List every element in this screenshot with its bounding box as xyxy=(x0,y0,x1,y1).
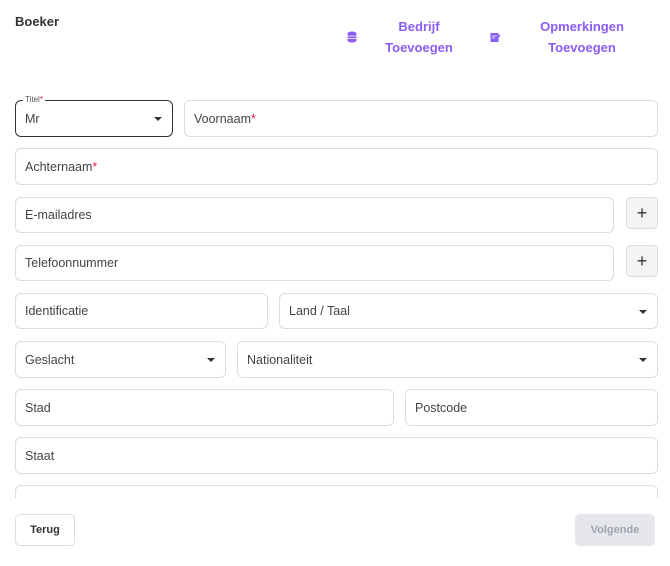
add-company-line2: Toevoegen xyxy=(385,40,453,55)
identification-input[interactable]: Identificatie xyxy=(15,293,268,329)
last-name-input[interactable]: Achternaam * xyxy=(15,148,658,185)
caret-down-icon xyxy=(639,358,647,362)
caret-down-icon xyxy=(154,117,162,121)
city-input[interactable]: Stad xyxy=(15,389,394,426)
plus-icon: + xyxy=(636,250,648,271)
edit-note-icon xyxy=(490,32,501,42)
state-input[interactable]: Staat xyxy=(15,437,658,474)
page-title: Boeker xyxy=(15,14,60,29)
add-remarks-button[interactable]: Opmerkingen Toevoegen xyxy=(490,16,629,58)
plus-icon: + xyxy=(636,202,648,223)
add-company-line1: Bedrijf xyxy=(398,19,440,34)
caret-down-icon xyxy=(207,358,215,362)
caret-down-icon xyxy=(639,310,647,314)
postcode-input[interactable]: Postcode xyxy=(405,389,658,426)
database-icon xyxy=(347,31,357,43)
country-language-select[interactable]: Land / Taal xyxy=(279,293,658,329)
partial-input[interactable] xyxy=(15,485,658,498)
scroll-clip xyxy=(0,485,670,498)
phone-input[interactable]: Telefoonnummer xyxy=(15,245,614,281)
add-company-button[interactable]: Bedrijf Toevoegen xyxy=(346,16,454,58)
title-value: Mr xyxy=(25,111,40,126)
title-select[interactable]: Titel* Mr xyxy=(15,95,173,137)
back-button[interactable]: Terug xyxy=(15,514,75,546)
email-input[interactable]: E-mailadres xyxy=(15,197,614,233)
add-remarks-line2: Toevoegen xyxy=(548,40,616,55)
first-name-input[interactable]: Voornaam * xyxy=(184,100,658,137)
nationality-select[interactable]: Nationaliteit xyxy=(237,341,658,378)
add-remarks-line1: Opmerkingen xyxy=(540,19,624,34)
add-phone-button[interactable]: + xyxy=(626,245,658,277)
gender-select[interactable]: Geslacht xyxy=(15,341,226,378)
title-label: Titel* xyxy=(23,95,45,105)
add-email-button[interactable]: + xyxy=(626,197,658,229)
next-button[interactable]: Volgende xyxy=(575,514,655,546)
